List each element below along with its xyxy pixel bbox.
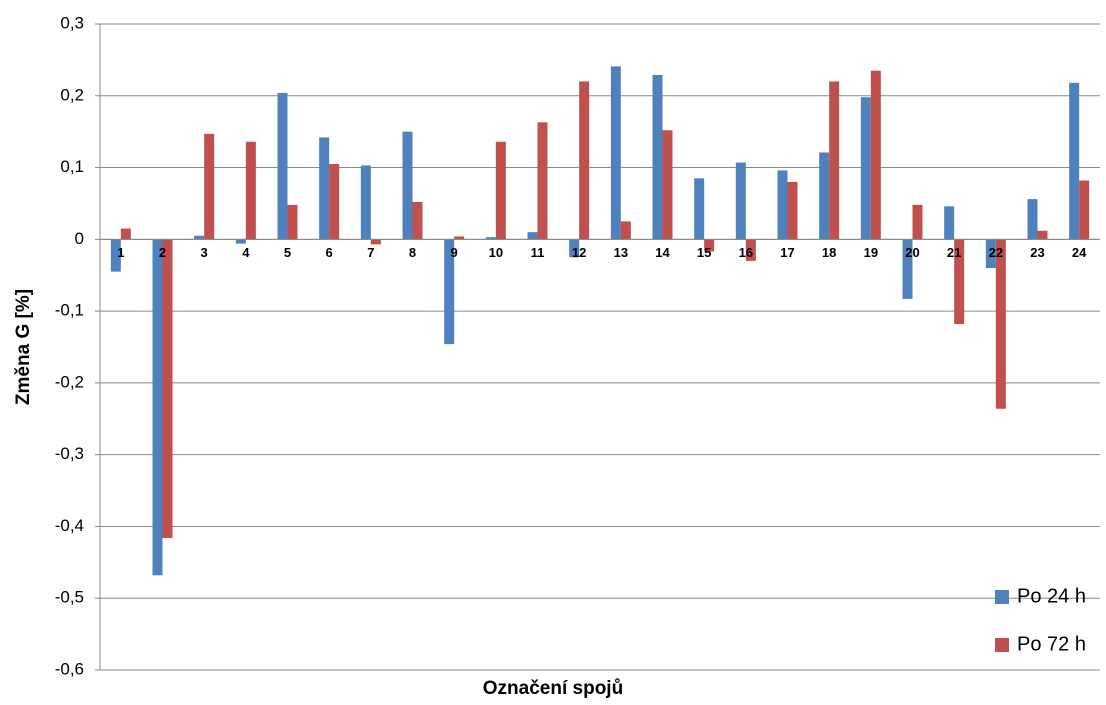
- bar: [819, 152, 830, 240]
- x-tick-label: 15: [697, 245, 711, 260]
- y-tick-label: -0,3: [55, 444, 84, 463]
- bar: [412, 202, 423, 240]
- bar: [454, 236, 465, 240]
- bar: [954, 239, 965, 325]
- x-axis-title: Označení spojů: [483, 678, 623, 699]
- bar: [495, 141, 506, 240]
- legend-label: Po 72 h: [1017, 633, 1086, 655]
- bar: [860, 97, 871, 240]
- bar: [944, 206, 955, 240]
- bar: [694, 178, 705, 240]
- bar: [1079, 180, 1090, 240]
- y-tick-label: -0,1: [55, 301, 84, 320]
- bar: [995, 239, 1006, 409]
- x-tick-label: 14: [655, 245, 670, 260]
- bar: [1037, 230, 1048, 240]
- y-axis-title: Změna G [%]: [13, 289, 34, 405]
- x-tick-label: 19: [864, 245, 878, 260]
- x-tick-label: 6: [326, 245, 333, 260]
- bar: [194, 235, 205, 240]
- x-tick-label: 16: [739, 245, 753, 260]
- bar: [527, 232, 538, 240]
- y-tick-label: -0,5: [55, 588, 84, 607]
- bar: [1027, 199, 1038, 240]
- x-tick-label: 18: [822, 245, 836, 260]
- x-tick-label: 12: [572, 245, 586, 260]
- legend-label: Po 24 h: [1017, 585, 1086, 607]
- x-tick-label: 8: [409, 245, 416, 260]
- x-tick-label: 5: [284, 245, 291, 260]
- bar: [287, 204, 298, 240]
- bar: [152, 239, 163, 576]
- bar: [360, 165, 371, 240]
- bar: [870, 70, 881, 240]
- bar: [319, 137, 330, 240]
- bar: [277, 92, 288, 240]
- x-tick-label: 20: [905, 245, 919, 260]
- bar: [912, 204, 923, 240]
- bar: [245, 141, 256, 240]
- bar: [235, 239, 246, 244]
- bar: [745, 239, 756, 261]
- bar: [662, 130, 673, 240]
- bar: [829, 81, 840, 240]
- legend-swatch: [995, 590, 1009, 604]
- x-tick-label: 10: [489, 245, 503, 260]
- x-tick-label: 24: [1072, 245, 1087, 260]
- bar: [579, 81, 590, 240]
- bar: [444, 239, 455, 345]
- x-tick-label: 21: [947, 245, 961, 260]
- bar: [485, 237, 496, 240]
- bar: [985, 239, 996, 269]
- bar: [569, 239, 580, 258]
- bar: [652, 74, 663, 240]
- x-tick-label: 17: [780, 245, 794, 260]
- y-tick-label: 0,1: [60, 157, 84, 176]
- y-tick-label: 0,3: [60, 13, 84, 32]
- bar: [110, 239, 121, 272]
- bar: [402, 131, 413, 240]
- y-tick-label: 0: [75, 229, 84, 248]
- bar: [735, 162, 746, 240]
- x-tick-label: 9: [451, 245, 458, 260]
- x-tick-label: 2: [159, 245, 166, 260]
- x-tick-label: 3: [201, 245, 208, 260]
- bar: [610, 66, 621, 240]
- bar: [537, 122, 548, 240]
- bar: [777, 170, 788, 240]
- x-tick-label: 22: [989, 245, 1003, 260]
- bar: [162, 239, 173, 538]
- bar: [787, 181, 798, 240]
- bar: [329, 163, 340, 240]
- bar: [620, 221, 631, 240]
- y-tick-label: -0,6: [55, 659, 84, 678]
- x-tick-label: 4: [242, 245, 250, 260]
- x-tick-label: 1: [117, 245, 124, 260]
- x-tick-label: 23: [1030, 245, 1044, 260]
- y-tick-label: 0,2: [60, 85, 84, 104]
- bar: [370, 239, 381, 245]
- legend-swatch: [995, 638, 1009, 652]
- bar: [704, 239, 715, 252]
- bar: [902, 239, 913, 299]
- x-tick-label: 7: [367, 245, 374, 260]
- bar: [120, 228, 131, 240]
- x-tick-label: 11: [531, 245, 545, 260]
- y-tick-label: -0,4: [55, 516, 84, 535]
- x-tick-label: 13: [614, 245, 628, 260]
- bar: [204, 133, 215, 240]
- y-tick-label: -0,2: [55, 372, 84, 391]
- bar: [1069, 82, 1080, 240]
